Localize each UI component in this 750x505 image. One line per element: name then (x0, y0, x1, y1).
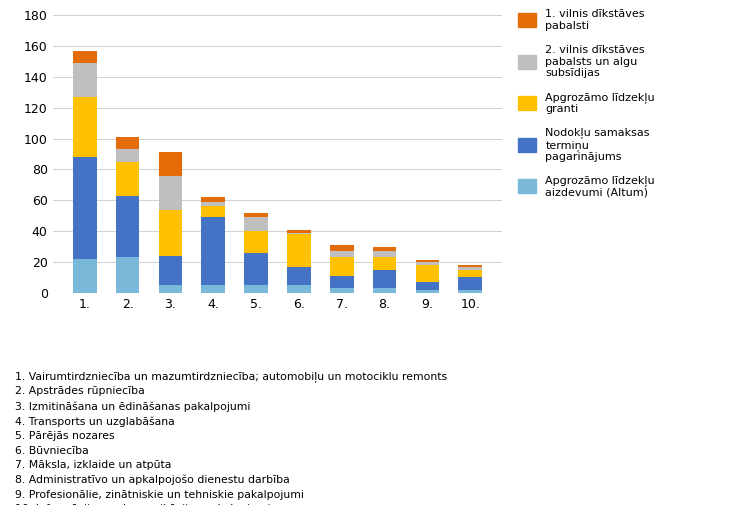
Bar (244, 231, 268, 253)
Bar (202, 197, 225, 202)
Text: Apgrozāmo līdzekļu
aizdevumi (Altum): Apgrozāmo līdzekļu aizdevumi (Altum) (545, 175, 655, 197)
Bar (116, 195, 140, 258)
Bar (159, 210, 182, 256)
Bar (330, 288, 353, 293)
Bar (373, 270, 396, 288)
Bar (287, 285, 310, 293)
Bar (244, 217, 268, 231)
Bar (159, 285, 182, 293)
Bar (458, 290, 482, 293)
Bar (73, 63, 97, 97)
Bar (116, 162, 140, 195)
Bar (416, 265, 440, 282)
Bar (458, 277, 482, 290)
Bar (373, 246, 396, 251)
Bar (330, 251, 353, 258)
Text: 1. Vairumtirdzniecība un mazumtirdzniecība; automobiļu un motociklu remonts
2. A: 1. Vairumtirdzniecība un mazumtirdzniecī… (15, 371, 447, 505)
Bar (458, 265, 482, 267)
Bar (116, 258, 140, 293)
Bar (330, 245, 353, 251)
Bar (330, 276, 353, 288)
Bar (287, 233, 310, 234)
Bar (244, 253, 268, 285)
Bar (202, 207, 225, 217)
Text: 1. vilnis dīkstāves
pabalsti: 1. vilnis dīkstāves pabalsti (545, 10, 645, 31)
Bar (244, 213, 268, 217)
Bar (458, 270, 482, 277)
Bar (416, 282, 440, 290)
Bar (73, 50, 97, 63)
Bar (244, 285, 268, 293)
Bar (373, 288, 396, 293)
Bar (73, 157, 97, 259)
Bar (73, 259, 97, 293)
Bar (330, 258, 353, 276)
Text: Apgrozāmo līdzekļu
granti: Apgrozāmo līdzekļu granti (545, 92, 655, 115)
Bar (73, 97, 97, 157)
Bar (458, 267, 482, 270)
Bar (202, 217, 225, 285)
Text: 2. vilnis dīkstāves
pabalsts un algu
subsīdijas: 2. vilnis dīkstāves pabalsts un algu sub… (545, 45, 645, 78)
Bar (416, 261, 440, 262)
Bar (159, 176, 182, 210)
Bar (159, 256, 182, 285)
Bar (202, 285, 225, 293)
Bar (202, 202, 225, 207)
Bar (116, 137, 140, 149)
Bar (287, 234, 310, 267)
Bar (116, 149, 140, 162)
Bar (416, 290, 440, 293)
Bar (416, 262, 440, 265)
Bar (373, 258, 396, 270)
Bar (287, 230, 310, 233)
Bar (373, 251, 396, 258)
Bar (287, 267, 310, 285)
Bar (159, 153, 182, 176)
Text: Nodokļu samaksas
termiņu
pagarinājums: Nodokļu samaksas termiņu pagarinājums (545, 127, 650, 162)
